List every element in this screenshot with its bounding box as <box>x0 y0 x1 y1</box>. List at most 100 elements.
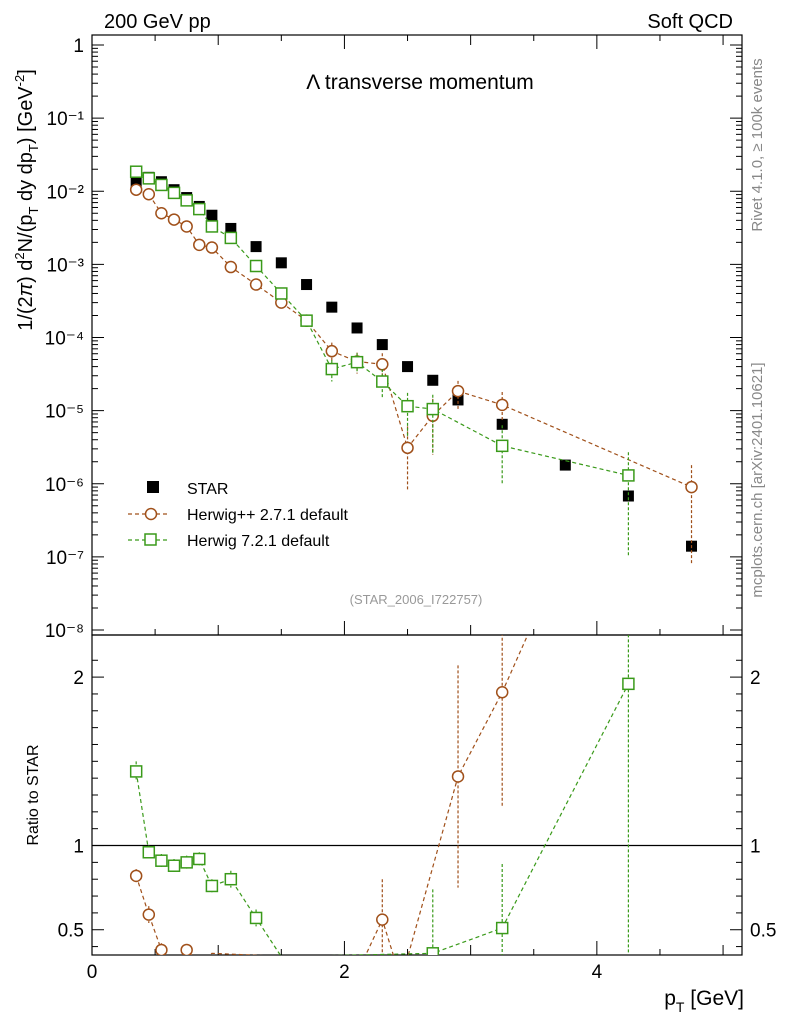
main-y-tick-label: 10⁻² <box>47 182 85 203</box>
main-series-2 <box>129 165 635 557</box>
star-point <box>402 361 414 373</box>
herwigpp-point <box>376 358 389 371</box>
ratio-herwig7-point <box>155 854 168 867</box>
star-point <box>559 459 571 471</box>
main-y-tick-label: 10⁻⁸ <box>45 621 84 642</box>
star-point <box>250 241 262 253</box>
mcplots-label: mcplots.cern.ch [arXiv:2401.10621] <box>749 362 766 597</box>
ratio-series-1 <box>129 635 635 955</box>
ratio-herwig7-point <box>193 852 206 866</box>
star-point <box>225 222 237 234</box>
main-y-tick-label: 1 <box>73 36 84 57</box>
herwigpp-point <box>224 260 238 274</box>
herwig7-point <box>224 231 238 245</box>
ratio-herwig7-point <box>249 911 263 925</box>
herwig7-point <box>155 178 168 192</box>
legend-herwig7-marker <box>144 533 157 546</box>
header-left: 200 GeV pp <box>104 11 211 33</box>
x-tick-label: 0 <box>87 962 98 983</box>
ratio-series-0 <box>129 635 529 955</box>
ratio-y-tick-label-right: 0.5 <box>750 921 776 942</box>
herwigpp-point <box>451 384 465 398</box>
herwig7-point <box>249 259 263 273</box>
star-point <box>301 279 313 291</box>
main-ylabel-text: 1/(2π) d2N/(pT dy dpT) [GeV-2] <box>12 69 41 331</box>
ratio-plot-frame <box>91 634 743 956</box>
ratio-herwig7-point <box>495 921 509 935</box>
main-axes: 1 10⁻¹ 10⁻² 10⁻³ 10⁻⁴ 10⁻⁵ 10⁻⁶ 10⁻⁷ 10⁻⁸ <box>45 35 742 642</box>
x-axis-label: pT [GeV] <box>664 987 744 1015</box>
main-y-tick-label: 10⁻¹ <box>47 109 85 130</box>
main-y-tick-label: 10⁻⁶ <box>45 475 84 496</box>
herwig7-point <box>205 220 219 233</box>
rivet-label: Rivet 4.1.0, ≥ 100k events <box>749 58 766 231</box>
legend-herwigpp-label: Herwig++ 2.7.1 default <box>187 507 349 524</box>
herwigpp-point <box>155 207 168 220</box>
ratio-herwig7-point <box>224 872 238 886</box>
x-tick-label: 4 <box>592 962 603 983</box>
ratio-herwigpp-point <box>155 943 168 955</box>
ratio-data <box>129 635 635 955</box>
analysis-watermark: (STAR_2006_I722757) <box>350 592 483 607</box>
ratio-y-tick-label: 1 <box>73 837 84 858</box>
herwigpp-point <box>129 183 143 196</box>
herwig7-point <box>350 355 364 369</box>
main-y-tick-label: 10⁻⁴ <box>45 329 84 350</box>
herwigpp-point <box>142 187 156 201</box>
ratio-herwigpp-point <box>129 869 143 883</box>
herwig7-point <box>275 287 288 300</box>
star-point <box>496 418 508 430</box>
herwig7-point <box>300 314 313 327</box>
star-point <box>351 322 363 334</box>
main-y-tick-label: 10⁻³ <box>47 255 85 276</box>
star-point <box>622 490 634 502</box>
ratio-herwig7-point <box>622 677 635 691</box>
ratio-y-tick-label-right: 1 <box>750 837 761 858</box>
ratio-y-tick-label: 0.5 <box>58 921 84 942</box>
legend-herwigpp-marker <box>144 507 158 521</box>
legend-star-label: STAR <box>187 481 228 498</box>
herwigpp-point <box>401 441 414 455</box>
legend-herwig7-label: Herwig 7.2.1 default <box>187 533 330 550</box>
legend: STAR Herwig++ 2.7.1 default Herwig 7.2.1… <box>128 481 349 550</box>
herwigpp-point <box>249 278 263 291</box>
star-point <box>452 394 464 406</box>
herwig7-point <box>129 165 143 178</box>
herwigpp-point <box>193 238 206 252</box>
herwigpp-point <box>325 344 339 358</box>
star-point <box>130 176 142 188</box>
ratio-axes: 0 2 4 0.5 0.5 1 1 2 2 <box>58 659 776 983</box>
ratio-herwigpp-point <box>142 908 156 921</box>
ratio-herwig7-point <box>426 947 440 955</box>
herwig7-point <box>167 186 181 200</box>
main-data <box>129 165 698 564</box>
ratio-herwig7-point <box>129 765 143 778</box>
x-axis-label-text: pT [GeV] <box>664 987 744 1015</box>
main-series-line <box>135 189 692 488</box>
main-y-tick-label: 10⁻⁷ <box>46 548 84 569</box>
herwigpp-point <box>180 220 193 233</box>
herwigpp-point <box>495 398 509 412</box>
herwig7-point <box>376 375 389 388</box>
herwig7-point <box>180 194 193 207</box>
herwigpp-point <box>205 241 219 254</box>
ratio-herwigpp-point <box>180 943 193 955</box>
header-right: Soft QCD <box>647 11 733 33</box>
ratio-herwigpp-point <box>495 686 509 699</box>
ratio-herwig7-point <box>180 856 193 869</box>
star-point <box>275 257 287 269</box>
ratio-ylabel: Ratio to STAR <box>25 744 42 845</box>
main-y-tick-label: 10⁻⁵ <box>45 402 84 423</box>
herwig7-point <box>401 399 414 413</box>
star-point <box>427 374 439 386</box>
legend-star-marker <box>147 481 159 493</box>
ratio-herwigpp-point <box>376 913 389 926</box>
herwig7-point <box>142 172 156 185</box>
herwig7-point <box>325 362 339 376</box>
star-point <box>206 209 218 221</box>
herwig7-point <box>193 202 206 216</box>
herwig7-point <box>426 402 440 416</box>
herwigpp-point <box>685 480 698 494</box>
ratio-herwigpp-point <box>451 770 465 783</box>
